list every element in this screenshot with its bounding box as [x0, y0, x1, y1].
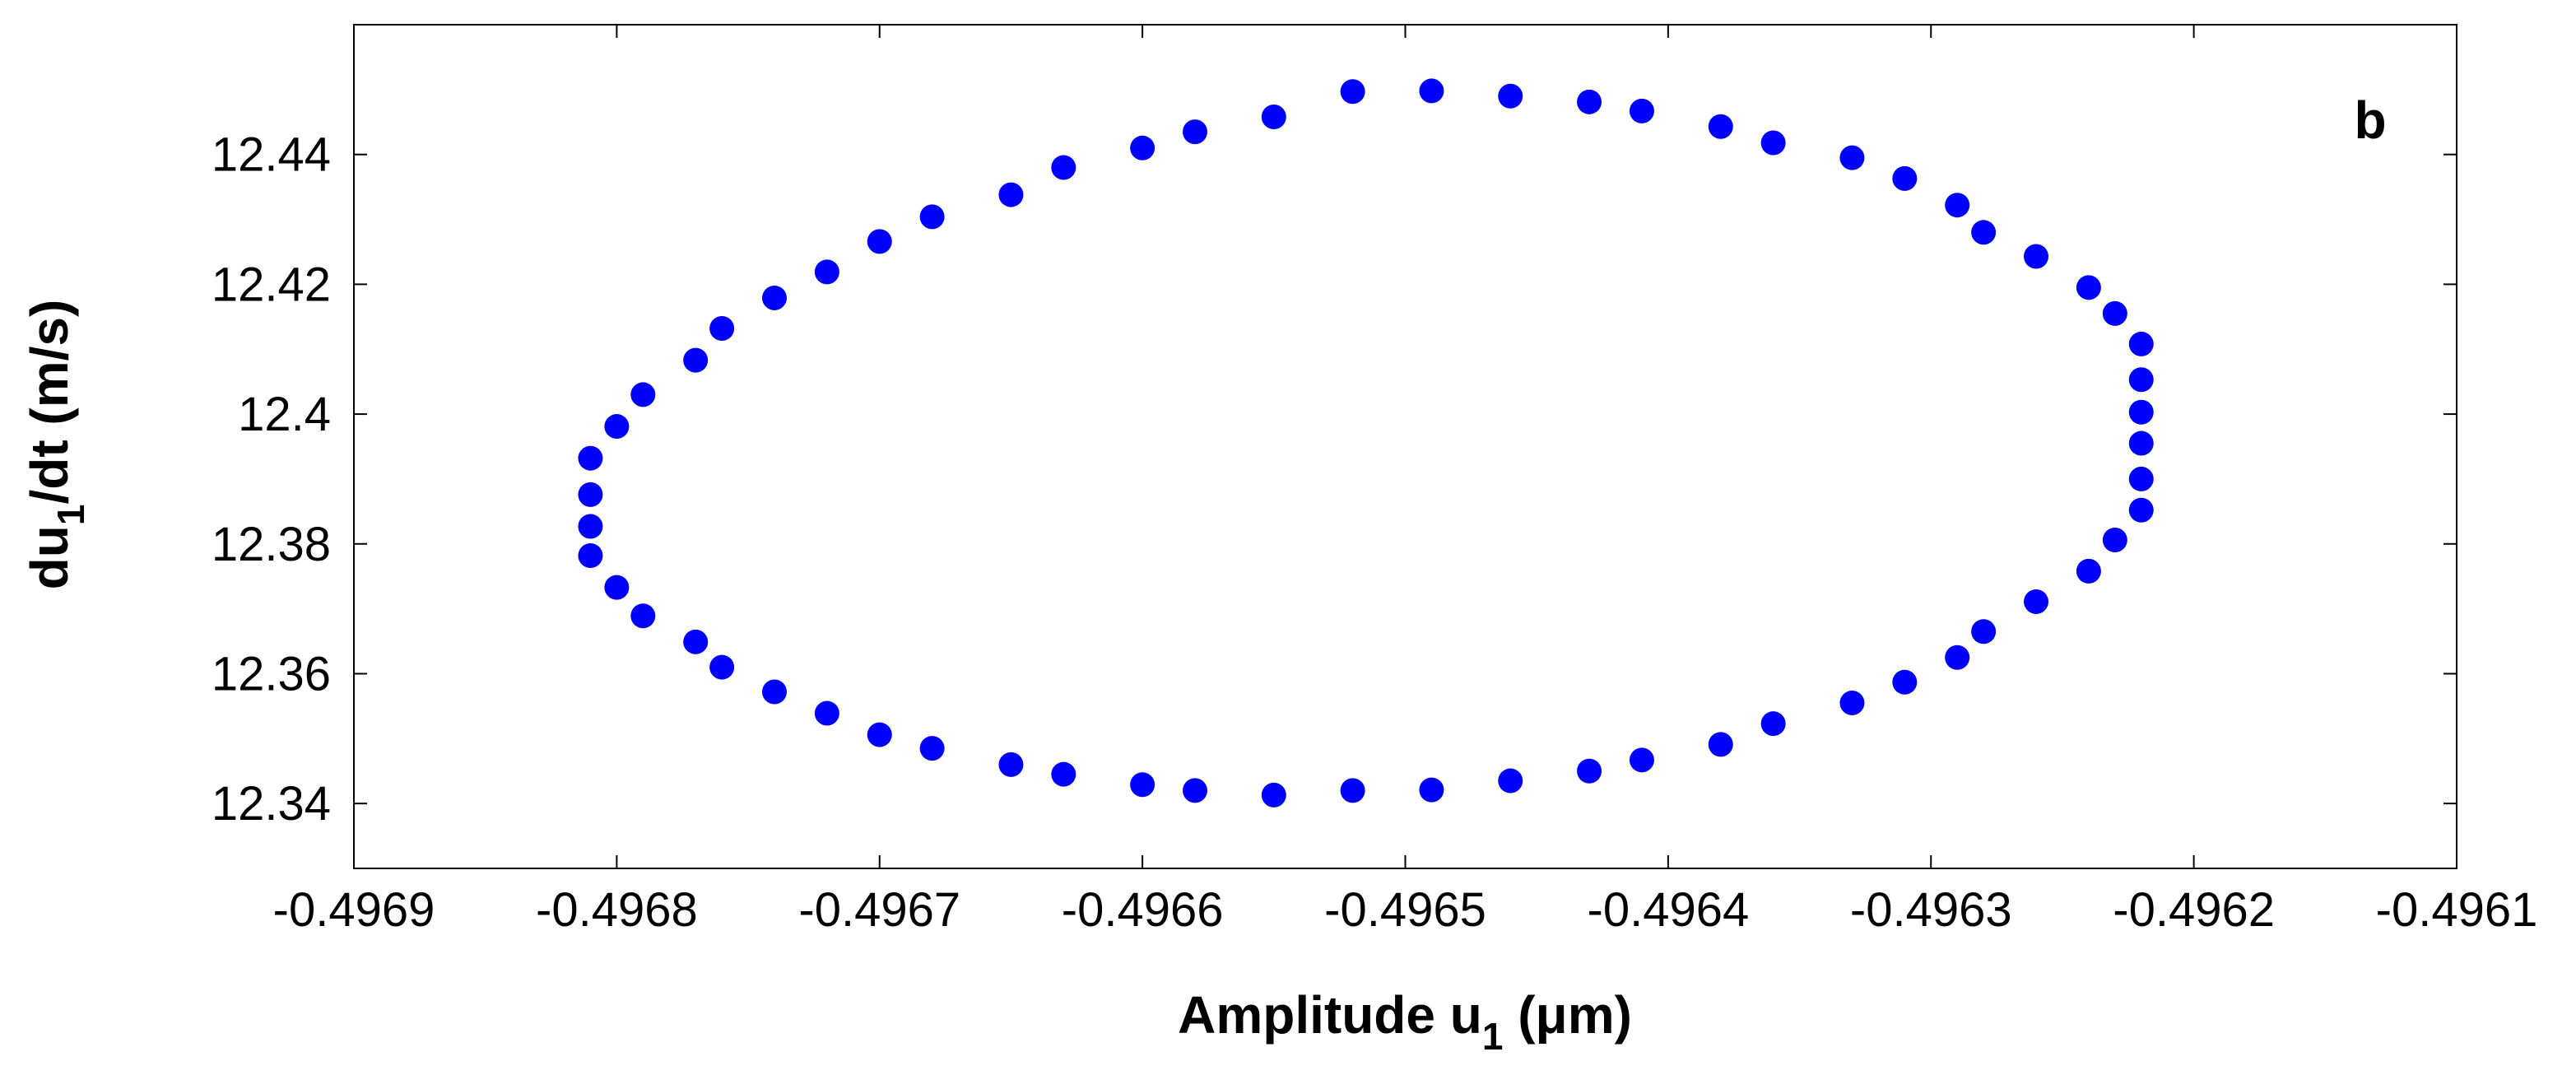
data-point: [1892, 165, 1918, 191]
data-point: [578, 514, 603, 539]
data-point: [2076, 558, 2101, 584]
data-point: [919, 204, 945, 230]
data-point: [2128, 399, 2154, 425]
y-axis-title: du1/dt (m/s): [20, 300, 92, 590]
y-axis: 12.34 12.36 12.38 12.4 12.42 12.44: [212, 128, 2457, 831]
data-point: [630, 382, 656, 407]
data-point: [1419, 777, 1444, 803]
y-tick-label: 12.34: [212, 777, 331, 831]
data-point: [1577, 89, 1602, 114]
panel-label: b: [2354, 91, 2386, 150]
x-tick-label: -0.4969: [273, 883, 435, 937]
data-point: [1629, 98, 1654, 123]
data-point: [2128, 331, 2154, 356]
y-tick-label: 12.4: [238, 388, 331, 441]
data-point: [814, 700, 839, 726]
data-point: [2128, 430, 2154, 456]
data-point: [1945, 193, 1970, 218]
data-point: [1419, 78, 1444, 104]
data-point: [1945, 645, 1970, 670]
data-point: [1839, 145, 1865, 170]
data-point: [1971, 220, 1997, 245]
data-point: [1051, 761, 1076, 787]
data-point: [578, 482, 603, 507]
x-tick-label: -0.4968: [536, 883, 698, 937]
x-axis: -0.4969 -0.4968 -0.4967 -0.4966 -0.4965 -0.49…: [273, 25, 2538, 937]
x-tick-label: -0.4967: [798, 883, 960, 937]
data-point: [1760, 711, 1786, 737]
data-point: [998, 182, 1024, 207]
x-tick-label: -0.4966: [1062, 883, 1224, 937]
data-point: [1340, 778, 1365, 803]
x-tick-label: -0.4962: [2113, 883, 2275, 937]
data-point: [2128, 497, 2154, 523]
data-point: [604, 414, 630, 440]
data-point: [1183, 119, 1207, 145]
y-tick-label: 12.42: [212, 258, 331, 311]
data-point: [867, 229, 892, 254]
data-point: [1708, 114, 1733, 139]
data-point: [762, 285, 787, 310]
x-tick-label: -0.4964: [1588, 883, 1750, 937]
x-tick-label: -0.4965: [1324, 883, 1486, 937]
data-point: [1971, 619, 1997, 645]
data-point: [1892, 669, 1918, 695]
data-point: [2102, 528, 2127, 553]
data-point: [1760, 130, 1786, 156]
y-tick-label: 12.38: [212, 518, 331, 571]
data-point: [1577, 758, 1602, 784]
data-point: [2024, 244, 2048, 269]
data-point: [1708, 732, 1733, 757]
x-axis-title: Amplitude u1 (μm): [1178, 985, 1632, 1058]
data-point: [1839, 690, 1865, 715]
data-point: [998, 752, 1024, 777]
data-point: [683, 629, 709, 654]
data-point: [2076, 275, 2101, 300]
data-point: [1261, 782, 1286, 807]
data-point: [2102, 300, 2127, 326]
data-point: [578, 445, 603, 471]
data-point: [1130, 772, 1155, 798]
data-point: [1498, 83, 1523, 109]
data-point: [630, 603, 656, 629]
data-point: [762, 679, 787, 705]
data-point: [709, 654, 735, 680]
y-tick-label: 12.44: [212, 128, 331, 182]
x-tick-label: -0.4963: [1850, 883, 2012, 937]
data-point: [2128, 367, 2154, 393]
data-point: [578, 542, 603, 568]
data-point: [604, 575, 630, 600]
data-point: [1340, 79, 1365, 105]
data-point: [709, 316, 735, 341]
x-tick-label: -0.4961: [2376, 883, 2538, 937]
data-point: [814, 259, 839, 285]
data-point: [2024, 589, 2048, 614]
data-point: [867, 722, 892, 747]
data-point: [1629, 747, 1654, 773]
data-point: [1261, 104, 1286, 129]
data-point: [1498, 768, 1523, 793]
data-point: [919, 736, 945, 761]
data-point: [1051, 155, 1076, 180]
data-point: [683, 347, 709, 373]
data-series: [578, 78, 2154, 807]
y-tick-label: 12.36: [212, 647, 331, 700]
data-point: [2128, 466, 2154, 491]
data-point: [1130, 135, 1155, 161]
data-point: [1183, 778, 1207, 803]
